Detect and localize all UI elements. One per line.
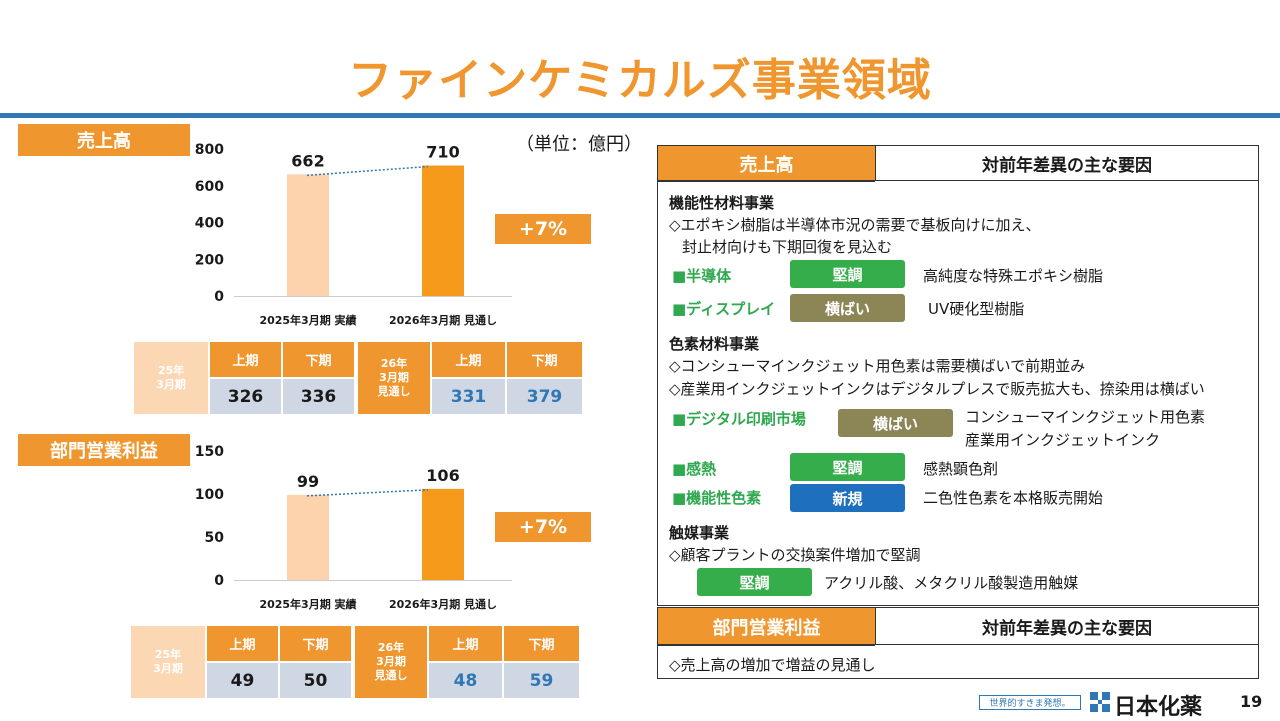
profit-factor-line: ◇売上高の増加で増益の見通し	[669, 656, 876, 674]
company-logo-text: 日本化薬	[1114, 695, 1203, 720]
profit-period-next: 26年 3月期 見通し	[355, 626, 427, 698]
status-badge-semiconductor: 堅調	[790, 260, 905, 288]
unit-label: （単位：億円）	[516, 134, 642, 155]
category-thermal: ■感熱	[672, 460, 717, 478]
category-digital-printing: ■デジタル印刷市場	[672, 410, 806, 428]
sales-period-prev: 25年 3月期	[134, 342, 208, 414]
profit-label: 部門営業利益	[18, 434, 190, 466]
sales-half-table: 25年 3月期 上期 下期 326 336 26年 3月期 見通し 上期 下期 …	[134, 342, 582, 414]
bar	[287, 174, 329, 296]
panel-divider	[658, 180, 875, 182]
desc-thermal: 感熱顕色剤	[923, 460, 999, 478]
category-semiconductor: ■半導体	[672, 267, 732, 285]
y-tick-label: 100	[195, 487, 224, 503]
profit-h1-next-value: 48	[429, 663, 502, 698]
sales-h1-prev-value: 326	[210, 379, 281, 414]
section1-line2: 封止材向けも下期回復を見込む	[682, 238, 893, 256]
bar	[287, 494, 329, 580]
trend-line	[306, 165, 429, 177]
profit-h2-prev-header: 下期	[280, 626, 351, 661]
sales-period-next: 26年 3月期 見通し	[358, 342, 430, 414]
profit-factor-label: 部門営業利益	[658, 608, 875, 645]
bar-data-label: 710	[426, 143, 459, 162]
sales-h2-next-value: 379	[507, 379, 582, 414]
status-badge-catalyst: 堅調	[697, 568, 812, 596]
company-logo-icon	[1090, 692, 1110, 712]
status-badge-digital-printing: 横ばい	[838, 409, 953, 437]
bar-data-label: 662	[291, 151, 324, 170]
y-tick-label: 0	[214, 573, 224, 589]
page-title: ファインケミカルズ事業領域	[348, 55, 932, 106]
category-functional-dyes: ■機能性色素	[672, 489, 762, 507]
x-category-label: 2025年3月期 実績	[259, 597, 356, 611]
profit-factor-header: 対前年差異の主な要因	[875, 608, 1258, 645]
section1-line1: ◇エポキシ樹脂は半導体市況の需要で基板向けに加え、	[669, 216, 1041, 234]
y-tick-label: 600	[195, 179, 224, 195]
profit-chart: 0 50 100 150 99 2025年3月期 実績 106 2026年3月期 見通し	[195, 444, 512, 611]
panel-divider	[658, 644, 875, 646]
profit-h1-next-header: 上期	[429, 626, 502, 661]
y-tick-label: 0	[214, 289, 224, 305]
page-number: 19	[1240, 692, 1263, 711]
y-tick-label: 200	[195, 252, 224, 268]
sales-change-badge: +7%	[495, 214, 591, 244]
profit-factor-panel	[657, 607, 1259, 679]
y-tick-label: 800	[195, 142, 224, 158]
profit-half-table: 25年 3月期 上期 下期 49 50 26年 3月期 見通し 上期 下期 48…	[131, 626, 579, 698]
title-divider	[0, 113, 1280, 118]
sales-h1-prev-header: 上期	[210, 342, 281, 377]
sales-factor-header: 対前年差異の主な要因	[875, 146, 1258, 181]
section-functional-materials: 機能性材料事業	[669, 194, 775, 212]
sales-h2-next-header: 下期	[507, 342, 582, 377]
status-badge-thermal: 堅調	[790, 453, 905, 481]
desc-catalyst: アクリル酸、メタクリル酸製造用触媒	[824, 574, 1079, 592]
bar	[422, 165, 464, 296]
sales-h1-next-header: 上期	[432, 342, 505, 377]
desc-display: UV硬化型樹脂	[928, 300, 1025, 318]
section-color-materials: 色素材料事業	[669, 335, 760, 353]
x-category-label: 2025年3月期 実績	[259, 313, 356, 327]
company-tagline: 世界的すきま発想。	[979, 695, 1081, 710]
y-tick-label: 150	[195, 444, 224, 460]
bar-data-label: 106	[426, 466, 459, 485]
sales-factor-label: 売上高	[658, 146, 875, 181]
section-catalyst: 触媒事業	[669, 524, 730, 542]
profit-h2-next-value: 59	[504, 663, 579, 698]
desc-semiconductor: 高純度な特殊エポキシ樹脂	[923, 267, 1104, 285]
profit-period-prev: 25年 3月期	[131, 626, 205, 698]
profit-h2-next-header: 下期	[504, 626, 579, 661]
desc-digital-printing-1: コンシューマインクジェット用色素	[965, 408, 1206, 426]
bar-data-label: 99	[297, 472, 319, 491]
profit-h1-prev-value: 49	[207, 663, 278, 698]
category-display: ■ディスプレイ	[672, 300, 776, 318]
profit-change-badge: +7%	[495, 512, 591, 542]
profit-h2-prev-value: 50	[280, 663, 351, 698]
sales-label: 売上高	[18, 124, 190, 156]
section2-line2: ◇産業用インクジェットインクはデジタルプレスで販売拡大も、捺染用は横ばい	[669, 380, 1205, 398]
sales-factor-panel	[657, 145, 1259, 606]
section3-line1: ◇顧客プラントの交換案件増加で堅調	[669, 546, 921, 564]
status-badge-display: 横ばい	[790, 294, 905, 322]
profit-h1-prev-header: 上期	[207, 626, 278, 661]
trend-line	[306, 489, 429, 497]
x-category-label: 2026年3月期 見通し	[389, 597, 497, 611]
section2-line1: ◇コンシューマインクジェット用色素は需要横ばいで前期並み	[669, 357, 1086, 375]
desc-functional-dyes: 二色性色素を本格販売開始	[923, 489, 1104, 507]
status-badge-functional-dyes: 新規	[790, 484, 905, 512]
sales-h2-prev-value: 336	[283, 379, 354, 414]
x-category-label: 2026年3月期 見通し	[389, 313, 497, 327]
y-tick-label: 50	[205, 530, 225, 546]
y-tick-label: 400	[195, 216, 224, 232]
sales-h2-prev-header: 下期	[283, 342, 354, 377]
bar	[422, 488, 464, 580]
desc-digital-printing-2: 産業用インクジェットインク	[965, 431, 1161, 449]
sales-chart: 0 200 400 600 800 662 2025年3月期 実績 710 2026年3月期 見…	[195, 142, 512, 327]
sales-h1-next-value: 331	[432, 379, 505, 414]
